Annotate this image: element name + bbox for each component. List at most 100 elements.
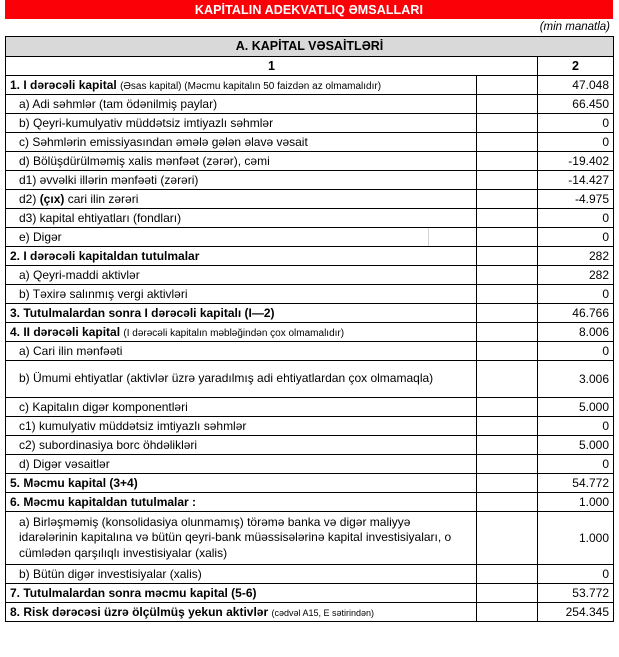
row-label: d3) kapital ehtiyatları (fondları) [5, 208, 477, 228]
row-label: c1) kumulyativ müddətsiz imtiyazlı səhml… [5, 416, 477, 436]
row-spacer-cell [476, 284, 538, 304]
table-row: d3) kapital ehtiyatları (fondları) 0 [5, 208, 614, 228]
row-value: 3.006 [537, 360, 614, 398]
column-number-1: 1 [5, 56, 538, 76]
row-value: 5.000 [537, 435, 614, 455]
capital-table: A. KAPİTAL VƏSAİTLƏRİ 1 2 1. I dərəcəli … [5, 36, 614, 622]
row-label-main: 7. Tutulmalardan sonra məcmu kapital (5-… [10, 585, 257, 600]
row-label-main: 6. Məcmu kapitaldan tutulmalar : [10, 494, 197, 509]
row-label-note: (cədvəl A15, E sətirindən) [271, 607, 375, 618]
row-spacer-cell [476, 416, 538, 436]
row-spacer-cell [476, 397, 538, 417]
table-row: 1. I dərəcəli kapital (Əsas kapital) (Mə… [5, 75, 614, 95]
table-row: a) Birləşməmiş (konsolidasiya olunmamış)… [5, 511, 614, 565]
column-number-2: 2 [537, 56, 614, 76]
row-spacer-cell [476, 303, 538, 323]
row-value: 0 [537, 227, 614, 247]
row-label: b) Qeyri-kumulyativ müddətsiz imtiyazlı … [5, 113, 477, 133]
row-spacer-cell [476, 341, 538, 361]
row-label: d) Bölüşdürülməmiş xalis mənfəət (zərər)… [5, 151, 477, 171]
row-spacer-cell [476, 246, 538, 266]
row-value: 0 [537, 416, 614, 436]
row-label: d1) əvvəlki illərin mənfəəti (zərəri) [5, 170, 477, 190]
table-row: d) Digər vəsaitlər 0 [5, 454, 614, 474]
table-row: d1) əvvəlki illərin mənfəəti (zərəri) -1… [5, 170, 614, 190]
table-row: a) Qeyri-maddi aktivlər 282 [5, 265, 614, 285]
row-label-main: 8. Risk dərəcəsi üzrə ölçülmüş yekun akt… [10, 604, 269, 619]
row-value: 0 [537, 208, 614, 228]
table-row: 7. Tutulmalardan sonra məcmu kapital (5-… [5, 583, 614, 603]
row-spacer-cell [476, 113, 538, 133]
row-label-main: 5. Məcmu kapital (3+4) [10, 475, 138, 490]
row-spacer-cell [476, 435, 538, 455]
table-row: 3. Tutulmalardan sonra I dərəcəli kapita… [5, 303, 614, 323]
row-value: 1.000 [537, 511, 614, 565]
row-label-main: 4. II dərəcəli kapital [10, 324, 121, 339]
row-label-main: c1) kumulyativ müddətsiz imtiyazlı səhml… [19, 418, 247, 433]
table-row: c1) kumulyativ müddətsiz imtiyazlı səhml… [5, 416, 614, 436]
row-label: a) Qeyri-maddi aktivlər [5, 265, 477, 285]
row-spacer-cell [476, 602, 538, 622]
table-row: 8. Risk dərəcəsi üzrə ölçülmüş yekun akt… [5, 602, 614, 622]
row-label: 3. Tutulmalardan sonra I dərəcəli kapita… [5, 303, 477, 323]
row-value: 66.450 [537, 94, 614, 114]
table-row: 2. I dərəcəli kapitaldan tutulmalar 282 [5, 246, 614, 266]
row-label-main: e) Digər [19, 229, 62, 244]
row-label: c) Kapitalın digər komponentləri [5, 397, 477, 417]
row-value: -4.975 [537, 189, 614, 209]
row-label: c) Səhmlərin emissiyasından əmələ gələn … [5, 132, 477, 152]
row-value: 53.772 [537, 583, 614, 603]
row-label: 4. II dərəcəli kapital (I dərəcəli kapit… [5, 322, 477, 342]
row-label: 8. Risk dərəcəsi üzrə ölçülmüş yekun akt… [5, 602, 477, 622]
row-label-main: 3. Tutulmalardan sonra I dərəcəli kapita… [10, 305, 275, 320]
row-label: a) Adi səhmlər (tam ödənilmiş paylar) [5, 94, 477, 114]
table-row: c) Səhmlərin emissiyasından əmələ gələn … [5, 132, 614, 152]
table-row: b) Qeyri-kumulyativ müddətsiz imtiyazlı … [5, 113, 614, 133]
row-label: 2. I dərəcəli kapitaldan tutulmalar [5, 246, 477, 266]
row-value: 254.345 [537, 602, 614, 622]
row-label-main: d) Digər vəsaitlər [19, 456, 110, 471]
row-spacer-cell [476, 208, 538, 228]
table-row: a) Cari ilin mənfəəti 0 [5, 341, 614, 361]
row-label-emphasis: (çıx) [39, 191, 65, 206]
row-label-main: b) Ümumi ehtiyatlar (aktivlər üzrə yarad… [19, 371, 434, 386]
row-value: 0 [537, 132, 614, 152]
table-row: c) Kapitalın digər komponentləri 5.000 [5, 397, 614, 417]
row-spacer-cell [476, 564, 538, 584]
row-spacer-cell [476, 454, 538, 474]
column-number-row: 1 2 [5, 56, 614, 76]
row-spacer-cell [476, 492, 538, 512]
row-label: e) Digər [5, 227, 477, 247]
row-label-main: a) Adi səhmlər (tam ödənilmiş paylar) [19, 96, 218, 111]
row-value: 54.772 [537, 473, 614, 493]
row-label: a) Cari ilin mənfəəti [5, 341, 477, 361]
row-label-main: d3) kapital ehtiyatları (fondları) [19, 210, 182, 225]
row-label-main: a) Birləşməmiş (konsolidasiya olunmamış)… [19, 514, 452, 560]
row-spacer-cell [476, 170, 538, 190]
row-value: 0 [537, 564, 614, 584]
row-spacer-cell [476, 94, 538, 114]
row-label: d2) (çıx) cari ilin zərəri [5, 189, 477, 209]
row-value: 0 [537, 341, 614, 361]
row-label-main: 2. I dərəcəli kapitaldan tutulmalar [10, 248, 200, 263]
table-row: a) Adi səhmlər (tam ödənilmiş paylar) 66… [5, 94, 614, 114]
table-row: b) Təxirə salınmış vergi aktivləri 0 [5, 284, 614, 304]
row-label-main: a) Cari ilin mənfəəti [19, 343, 123, 358]
row-label: 5. Məcmu kapital (3+4) [5, 473, 477, 493]
row-label-main: b) Qeyri-kumulyativ müddətsiz imtiyazlı … [19, 115, 274, 130]
row-label-note: (Əsas kapital) (Məcmu kapitalın 50 faizd… [120, 80, 382, 92]
row-value: 5.000 [537, 397, 614, 417]
row-spacer-cell [476, 132, 538, 152]
row-label: 7. Tutulmalardan sonra məcmu kapital (5-… [5, 583, 477, 603]
table-row: 4. II dərəcəli kapital (I dərəcəli kapit… [5, 322, 614, 342]
row-label-main: b) Təxirə salınmış vergi aktivləri [19, 286, 188, 301]
table-row: d2) (çıx) cari ilin zərəri -4.975 [5, 189, 614, 209]
section-header-row: A. KAPİTAL VƏSAİTLƏRİ [5, 36, 614, 57]
row-spacer-cell [476, 151, 538, 171]
row-value: 282 [537, 246, 614, 266]
row-value: 46.766 [537, 303, 614, 323]
row-label: b) Ümumi ehtiyatlar (aktivlər üzrə yarad… [5, 360, 477, 398]
row-label-main: d2) (çıx) cari ilin zərəri [19, 191, 139, 206]
row-label: d) Digər vəsaitlər [5, 454, 477, 474]
